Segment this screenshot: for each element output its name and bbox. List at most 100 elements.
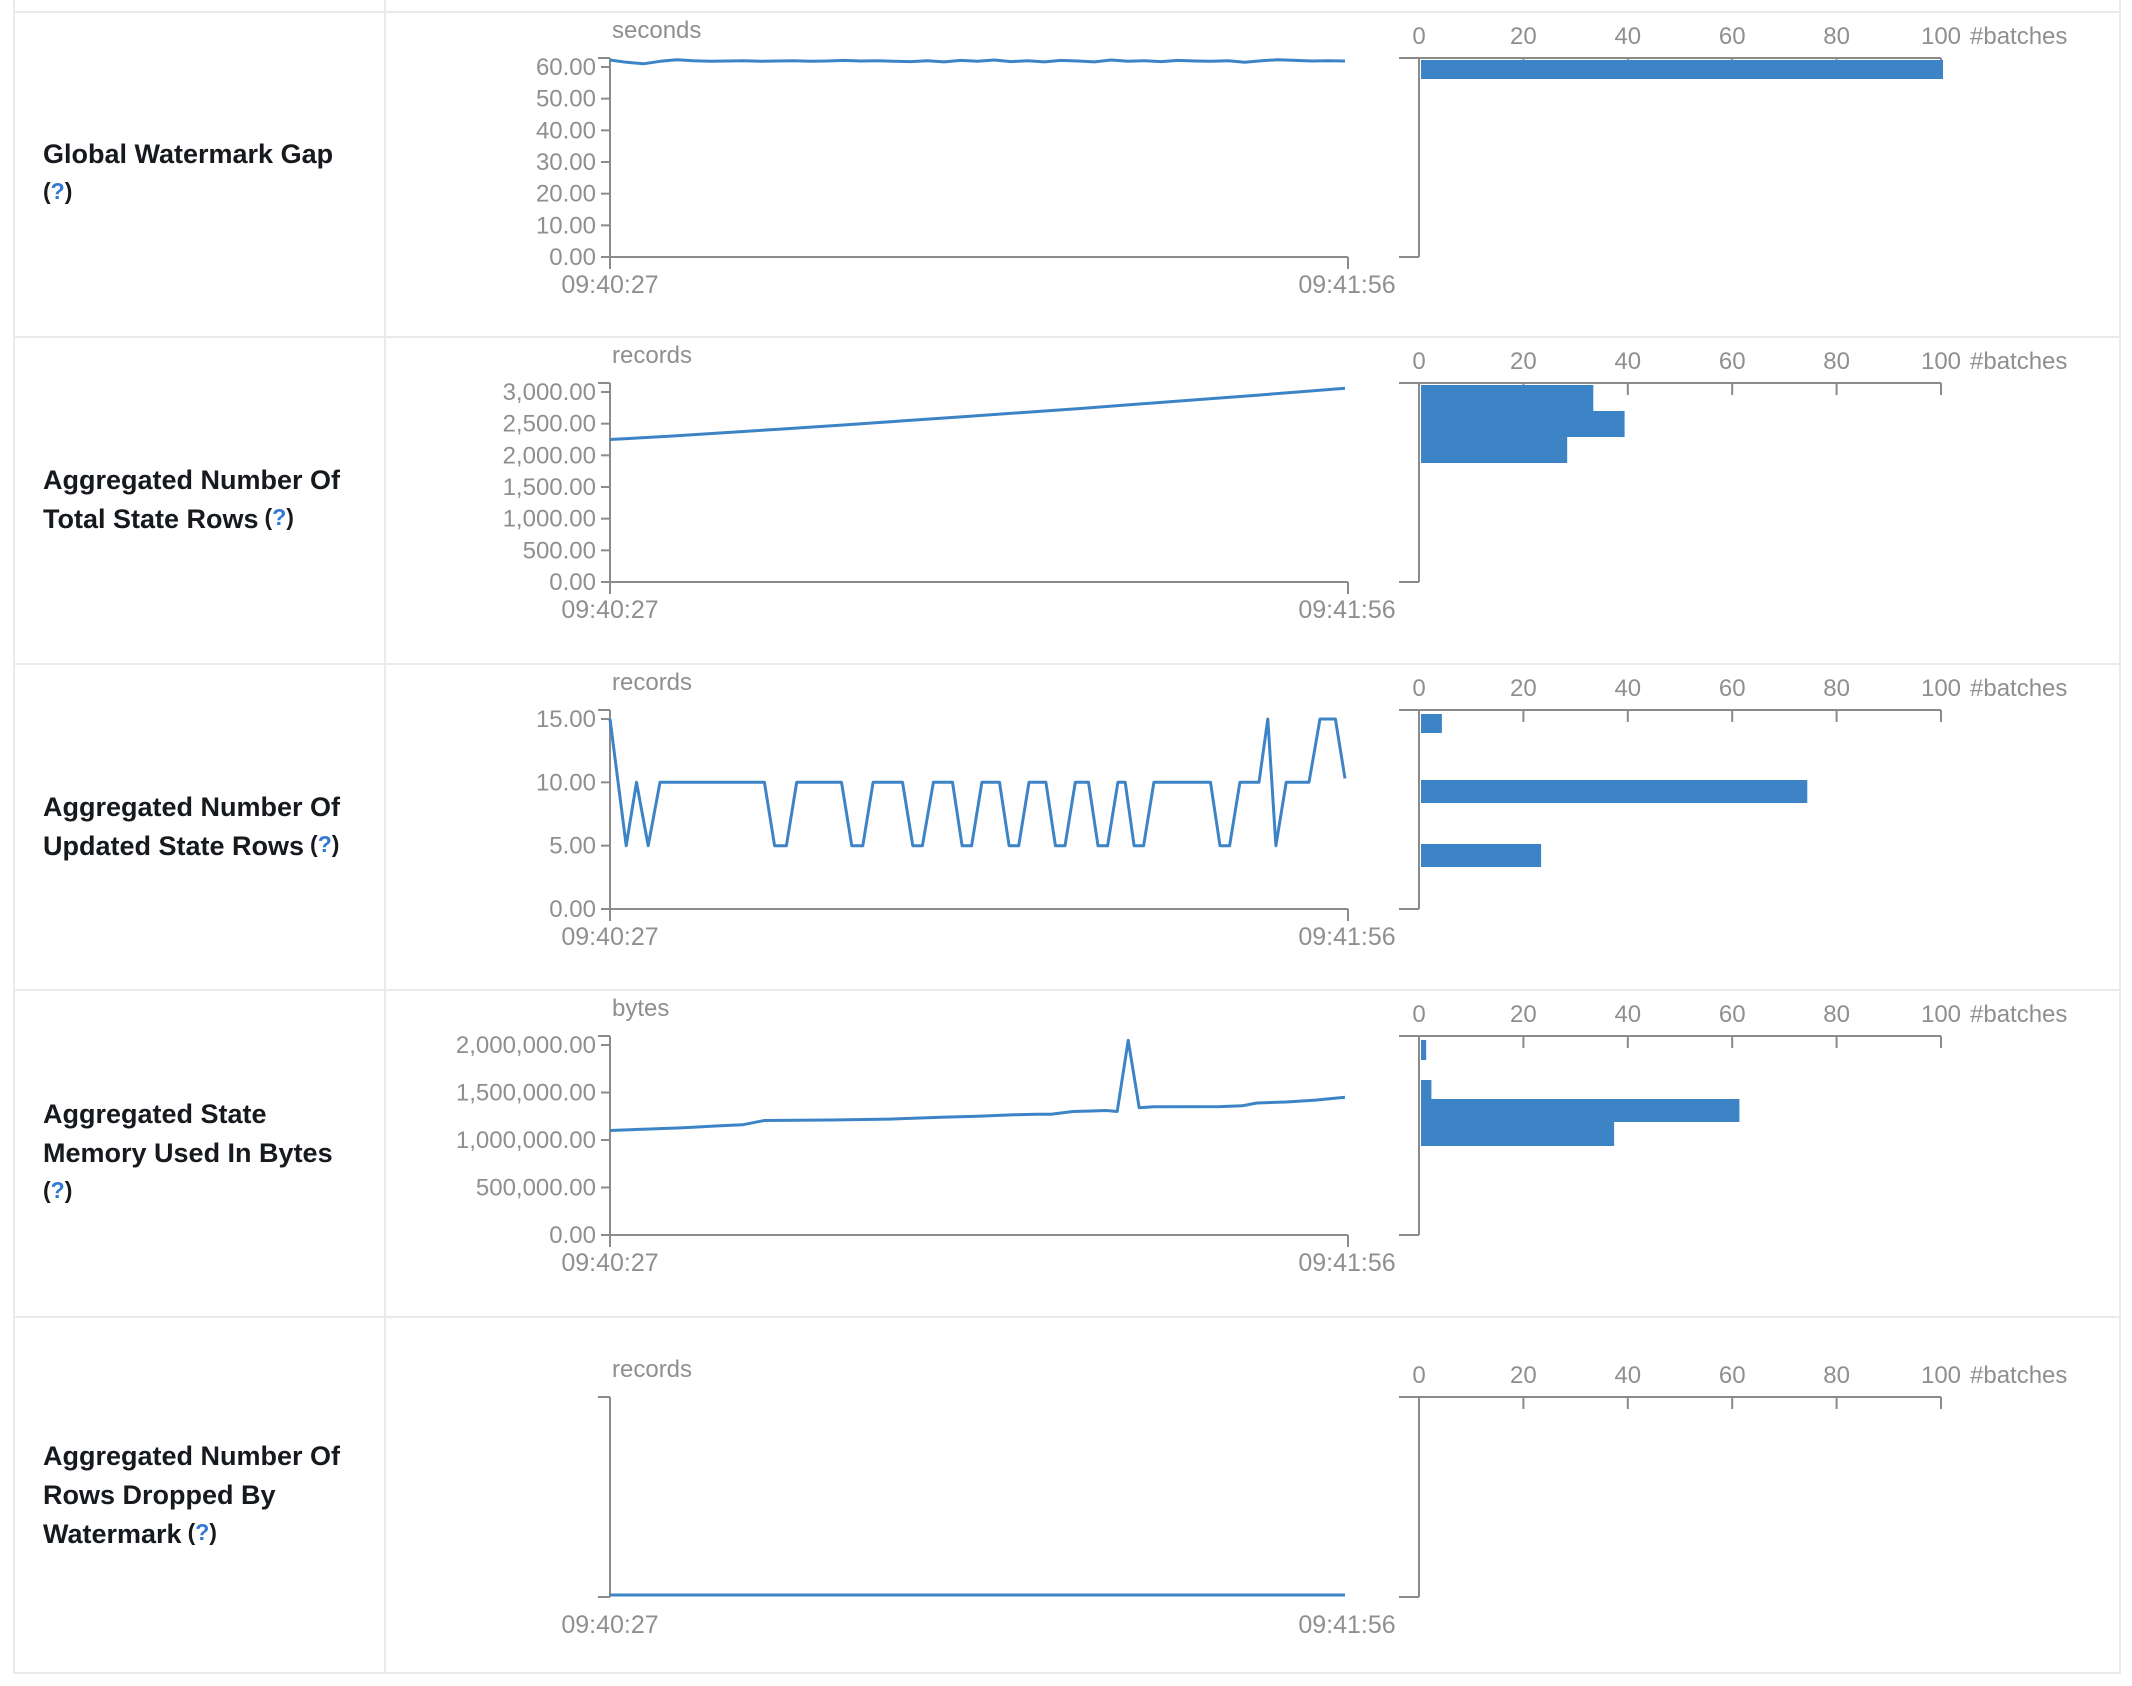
metric-label-line: Updated State Rows (?)	[43, 827, 370, 867]
metric-label-line: Aggregated Number Of	[43, 461, 370, 500]
help-paren-close: )	[331, 830, 340, 857]
timeline-y-tick-label: 2,500.00	[503, 411, 596, 438]
timeline-series-line	[609, 58, 1346, 66]
histogram-unit-label: #batches	[1970, 1001, 2067, 1028]
metric-label-line: Rows Dropped By	[43, 1476, 370, 1515]
timeline-chart: seconds 60.00 50.00 40.00 30.00 20.00 10.00 0.0…	[536, 17, 1396, 299]
histogram-bar	[1421, 411, 1625, 437]
histogram-chart: 0 20 40 60 80 100 #batches	[1399, 675, 2067, 910]
histogram-x-tick-label: 80	[1823, 348, 1850, 375]
metric-label-text: Aggregated State	[43, 1098, 267, 1129]
histogram-x-tick-label: 0	[1412, 675, 1425, 702]
histogram-chart: 0 20 40 60 80 100 #batches	[1399, 23, 2067, 258]
help-paren-close: )	[209, 1519, 217, 1545]
metric-label-text: Aggregated Number Of	[43, 791, 341, 822]
histogram-x-tick-label: 0	[1412, 1001, 1425, 1028]
timeline-chart: records 09:40:27 09:41:56	[561, 1356, 1395, 1639]
timeline-series-line	[609, 1038, 1346, 1132]
timeline-x-end-label: 09:41:56	[1298, 923, 1395, 951]
histogram-x-tick-label: 40	[1614, 675, 1641, 702]
help-indicator: (?)	[188, 1519, 217, 1545]
help-link[interactable]: ?	[317, 830, 332, 857]
metric-label-cell: Global Watermark Gap (?)	[15, 12, 384, 337]
timeline-unit-label: records	[612, 342, 692, 369]
timeline-x-end-label: 09:41:56	[1298, 1611, 1395, 1639]
metric-label-line: (?)	[43, 174, 370, 214]
help-link[interactable]: ?	[195, 1519, 210, 1545]
help-link[interactable]: ?	[50, 1176, 65, 1203]
histogram-x-tick-label: 100	[1921, 1001, 1961, 1028]
timeline-y-tick-label: 30.00	[536, 149, 596, 176]
timeline-y-tick-label: 1,500,000.00	[456, 1080, 596, 1107]
timeline-x-start-label: 09:40:27	[561, 596, 658, 624]
histogram-bar	[1421, 385, 1594, 411]
timeline-series-line	[609, 386, 1346, 441]
histogram-x-tick-label: 40	[1614, 1362, 1641, 1389]
histogram-x-tick-label: 20	[1510, 348, 1537, 375]
help-paren-close: )	[286, 504, 294, 530]
metric-label-line: Aggregated Number Of	[43, 1437, 370, 1476]
metric-label-text: Total State Rows	[43, 504, 259, 534]
histogram-unit-label: #batches	[1970, 23, 2067, 50]
metric-label-text: Watermark	[43, 1519, 182, 1549]
timeline-unit-label: records	[612, 669, 692, 696]
table-border-vertical	[13, 0, 15, 1674]
timeline-x-start-label: 09:40:27	[561, 271, 658, 299]
help-paren-close: )	[64, 1176, 73, 1203]
histogram-x-tick-label: 100	[1921, 23, 1961, 50]
histogram-x-tick-label: 40	[1614, 23, 1641, 50]
histogram-bar	[1421, 437, 1568, 463]
table-border-horizontal	[13, 663, 2121, 665]
metric-label-line: Aggregated Number Of	[43, 788, 370, 827]
histogram-x-tick-label: 20	[1510, 1001, 1537, 1028]
histogram-bar	[1421, 1040, 1427, 1060]
histogram-bar	[1421, 1080, 1432, 1099]
histogram-x-tick-label: 80	[1823, 23, 1850, 50]
timeline-y-tick-label: 50.00	[536, 86, 596, 113]
timeline-y-tick-label: 10.00	[536, 212, 596, 239]
help-indicator: (?)	[265, 504, 294, 530]
histogram-x-tick-label: 60	[1719, 1362, 1746, 1389]
timeline-y-tick-label: 15.00	[536, 706, 596, 733]
timeline-unit-label: bytes	[612, 995, 669, 1022]
help-link[interactable]: ?	[50, 178, 65, 204]
histogram-x-tick-label: 20	[1510, 675, 1537, 702]
timeline-y-tick-label: 500.00	[523, 537, 596, 564]
timeline-y-tick-label: 1,500.00	[503, 474, 596, 501]
timeline-y-tick-label: 0.00	[549, 569, 596, 596]
metric-label-text: Aggregated Number Of	[43, 1441, 341, 1471]
row-chart-canvas: records 09:40:27 09:41:56 0 20 40 60 80 100 #batc…	[561, 1356, 2067, 1639]
timeline-y-tick-label: 2,000.00	[503, 442, 596, 469]
metric-label-line: Global Watermark Gap	[43, 135, 370, 174]
timeline-unit-label: records	[612, 1356, 692, 1383]
help-paren-open: (	[43, 178, 51, 204]
histogram-x-tick-label: 0	[1412, 23, 1425, 50]
histogram-x-tick-label: 20	[1510, 1362, 1537, 1389]
metric-label-line: Memory Used In Bytes	[43, 1134, 370, 1173]
timeline-x-start-label: 09:40:27	[561, 1611, 658, 1639]
histogram-x-tick-label: 40	[1614, 348, 1641, 375]
timeline-y-tick-label: 2,000,000.00	[456, 1032, 596, 1059]
table-border-vertical	[384, 0, 386, 1674]
timeline-x-end-label: 09:41:56	[1298, 596, 1395, 624]
help-link[interactable]: ?	[272, 504, 287, 530]
metric-label-line: Total State Rows (?)	[43, 500, 370, 540]
timeline-y-tick-label: 1,000,000.00	[456, 1127, 596, 1154]
help-indicator: (?)	[310, 831, 339, 857]
histogram-x-tick-label: 80	[1823, 1001, 1850, 1028]
timeline-x-start-label: 09:40:27	[561, 923, 658, 951]
histogram-x-tick-label: 0	[1412, 348, 1425, 375]
histogram-unit-label: #batches	[1970, 1362, 2067, 1389]
row-chart-canvas: seconds 60.00 50.00 40.00 30.00 20.00 10.00 0.0…	[536, 17, 2067, 299]
histogram-bar	[1421, 1099, 1740, 1122]
timeline-y-tick-label: 60.00	[536, 54, 596, 81]
metric-label-text: Global Watermark Gap	[43, 139, 334, 169]
row-chart-canvas: bytes 2,000,000.00 1,500,000.00 1,000,000.0…	[456, 995, 2068, 1277]
help-indicator: (?)	[43, 178, 72, 204]
metric-label-text: Memory Used In Bytes	[43, 1137, 333, 1168]
histogram-x-tick-label: 60	[1719, 1001, 1746, 1028]
histogram-x-tick-label: 80	[1823, 1362, 1850, 1389]
timeline-y-tick-label: 10.00	[536, 769, 596, 796]
